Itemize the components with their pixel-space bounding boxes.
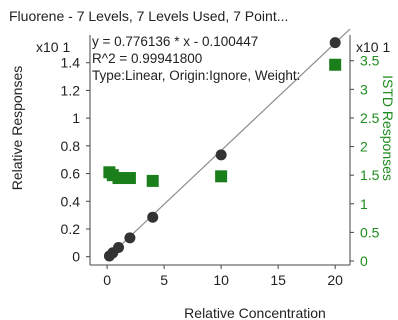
istd-point <box>123 172 136 185</box>
calibration-point <box>124 232 136 244</box>
y-tick-label: 1 <box>72 110 80 126</box>
istd-point <box>329 58 342 71</box>
x-tick-label: 5 <box>160 272 168 288</box>
y-axis-title: Relative Responses <box>9 66 25 191</box>
r-squared-annotation: R^2 = 0.99941800 <box>92 51 202 66</box>
y2-tick-label: 3.5 <box>360 53 380 69</box>
x-tick-label: 20 <box>327 272 343 288</box>
fit-line <box>106 28 351 259</box>
y-tick-label: 0.8 <box>61 138 81 154</box>
y-tick-label: 1.4 <box>61 55 81 71</box>
x-tick-label: 15 <box>270 272 286 288</box>
y2-tick-label: 3 <box>360 81 368 97</box>
istd-point <box>146 174 159 187</box>
istd-point <box>112 172 125 185</box>
calibration-point <box>329 37 341 49</box>
y2-tick-label: 1 <box>360 196 368 212</box>
y2-tick-label: 0.5 <box>360 224 380 240</box>
y2-tick-label: 1.5 <box>360 167 380 183</box>
y-tick-label: 0.6 <box>61 166 81 182</box>
y-tick-label: 0 <box>72 249 80 265</box>
y-tick-label: 0.2 <box>61 221 81 237</box>
istd-point <box>215 170 228 183</box>
calibration-point <box>147 211 159 223</box>
y2-tick-label: 2.5 <box>360 110 380 126</box>
y-multiplier-label: x10 1 <box>36 39 70 55</box>
y2-tick-label: 0 <box>360 253 368 269</box>
y2-multiplier-label: x10 1 <box>356 39 390 55</box>
y-tick-label: 1.2 <box>61 82 81 98</box>
calibration-point <box>113 242 125 254</box>
y2-tick-label: 2 <box>360 139 368 155</box>
x-axis-title: Relative Concentration <box>184 305 326 320</box>
y2-axis-title: ISTD Responses <box>380 75 396 181</box>
x-tick-label: 10 <box>213 272 229 288</box>
chart-title: Fluorene - 7 Levels, 7 Levels Used, 7 Po… <box>9 8 289 24</box>
x-tick-label: 0 <box>103 272 111 288</box>
calibration-point <box>215 149 227 161</box>
equation-annotation: y = 0.776136 * x - 0.100447 <box>92 34 258 49</box>
y-tick-label: 0.4 <box>61 193 81 209</box>
fit-type-annotation: Type:Linear, Origin:Ignore, Weight: <box>92 68 300 83</box>
